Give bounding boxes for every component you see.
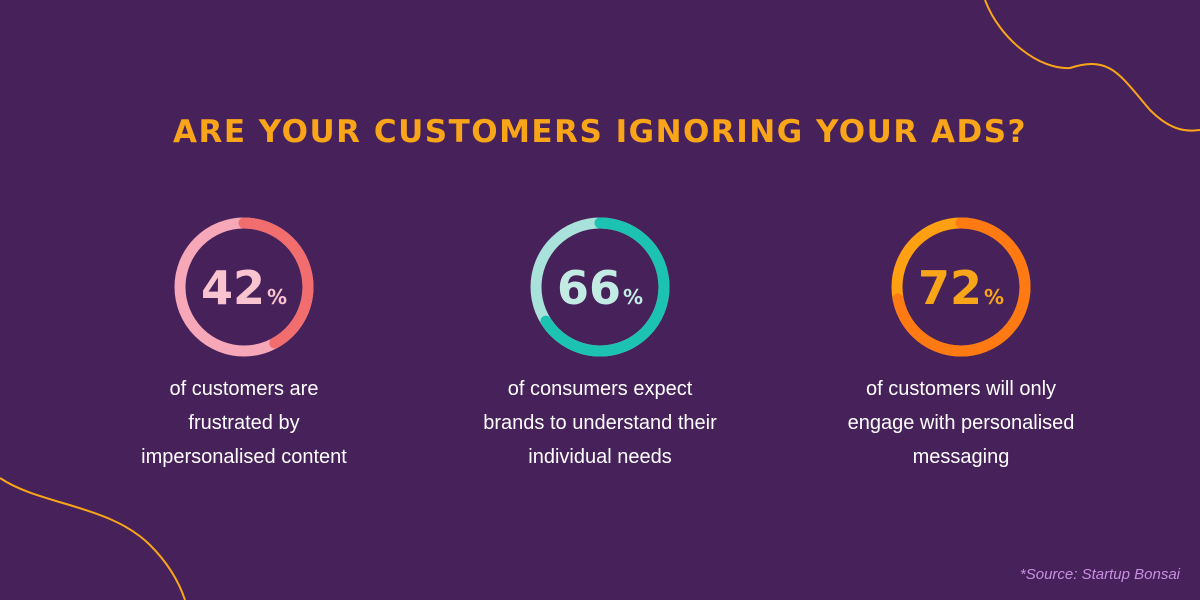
- title: ARE YOUR CUSTOMERS IGNORING YOUR ADS?: [173, 114, 1027, 150]
- stat-description: engage with personalised: [848, 412, 1075, 434]
- decor-curve: [984, 0, 1200, 132]
- stats: 42 % of customers are frustrated by imperson…: [141, 217, 1075, 468]
- stat-value: 42: [201, 261, 265, 315]
- stat-description: of customers will only: [866, 378, 1056, 400]
- stat-value: 66: [557, 261, 621, 315]
- stat-number: 66%: [557, 261, 643, 315]
- stat-description: of consumers expect: [508, 378, 693, 400]
- stat-description: impersonalised content: [141, 446, 347, 468]
- stat-number: 42%: [201, 261, 287, 315]
- stat-unit: %: [984, 285, 1004, 309]
- stat-description: of customers are: [170, 378, 319, 400]
- decor-curve: [0, 477, 186, 600]
- stat-description: individual needs: [528, 446, 671, 468]
- ring-arc: [530, 217, 670, 357]
- stat-unit: %: [623, 285, 643, 309]
- ring-arc: [174, 217, 314, 357]
- stat-unit: %: [267, 285, 287, 309]
- stat-description: frustrated by: [188, 412, 299, 434]
- stat-value: 72: [918, 261, 982, 315]
- stat-description: messaging: [913, 446, 1010, 468]
- stat-number: 72%: [918, 261, 1004, 315]
- source: *Source: Startup Bonsai: [1020, 566, 1181, 583]
- ring-arc: [891, 217, 1031, 357]
- stat-description: brands to understand their: [483, 412, 717, 434]
